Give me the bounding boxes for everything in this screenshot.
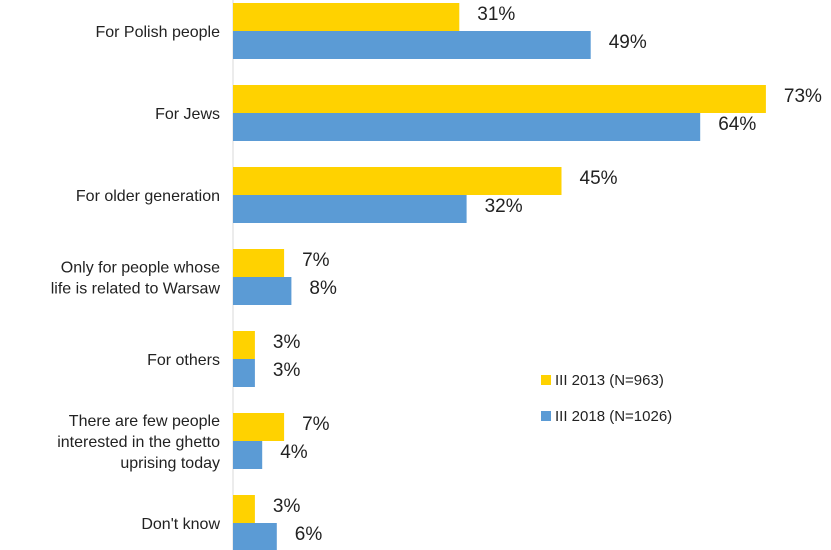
- category-label: For Polish people: [95, 24, 220, 41]
- data-label: 7%: [302, 414, 330, 435]
- bar-2018: [233, 359, 255, 387]
- bar-2018: [233, 113, 701, 141]
- category-label: For others: [147, 352, 220, 369]
- category-label: Only for people whose life is related to …: [51, 260, 221, 298]
- data-label: 3%: [273, 360, 301, 381]
- data-label: 64%: [718, 114, 756, 135]
- category-label: There are few people interested in the gh…: [57, 413, 220, 472]
- legend-swatch: [541, 375, 551, 385]
- data-label: 45%: [580, 168, 618, 189]
- bar-2013: [233, 495, 255, 523]
- data-label: 73%: [784, 86, 822, 107]
- bar-2018: [233, 195, 467, 223]
- bar-2018: [233, 441, 263, 469]
- data-label: 32%: [485, 196, 523, 217]
- data-label: 7%: [302, 250, 330, 271]
- legend-swatch: [541, 411, 551, 421]
- legend-label: III 2013 (N=963): [555, 372, 664, 389]
- data-label: 49%: [609, 32, 647, 53]
- category-label: For Jews: [155, 106, 220, 123]
- category-label: Don't know: [141, 516, 220, 533]
- data-label: 8%: [309, 278, 337, 299]
- data-label: 31%: [477, 4, 515, 25]
- data-label: 6%: [295, 524, 323, 545]
- bar-2013: [233, 249, 285, 277]
- legend-label: III 2018 (N=1026): [555, 408, 672, 425]
- bar-2013: [233, 413, 285, 441]
- bar-2018: [233, 277, 292, 305]
- data-label: 3%: [273, 332, 301, 353]
- bar-2013: [233, 167, 562, 195]
- data-label: 4%: [280, 442, 308, 463]
- bar-2018: [233, 523, 277, 550]
- bar-2013: [233, 331, 255, 359]
- bar-2013: [233, 85, 766, 113]
- data-label: 3%: [273, 496, 301, 517]
- bar-2018: [233, 31, 591, 59]
- bar-2013: [233, 3, 460, 31]
- category-label: For older generation: [76, 188, 220, 205]
